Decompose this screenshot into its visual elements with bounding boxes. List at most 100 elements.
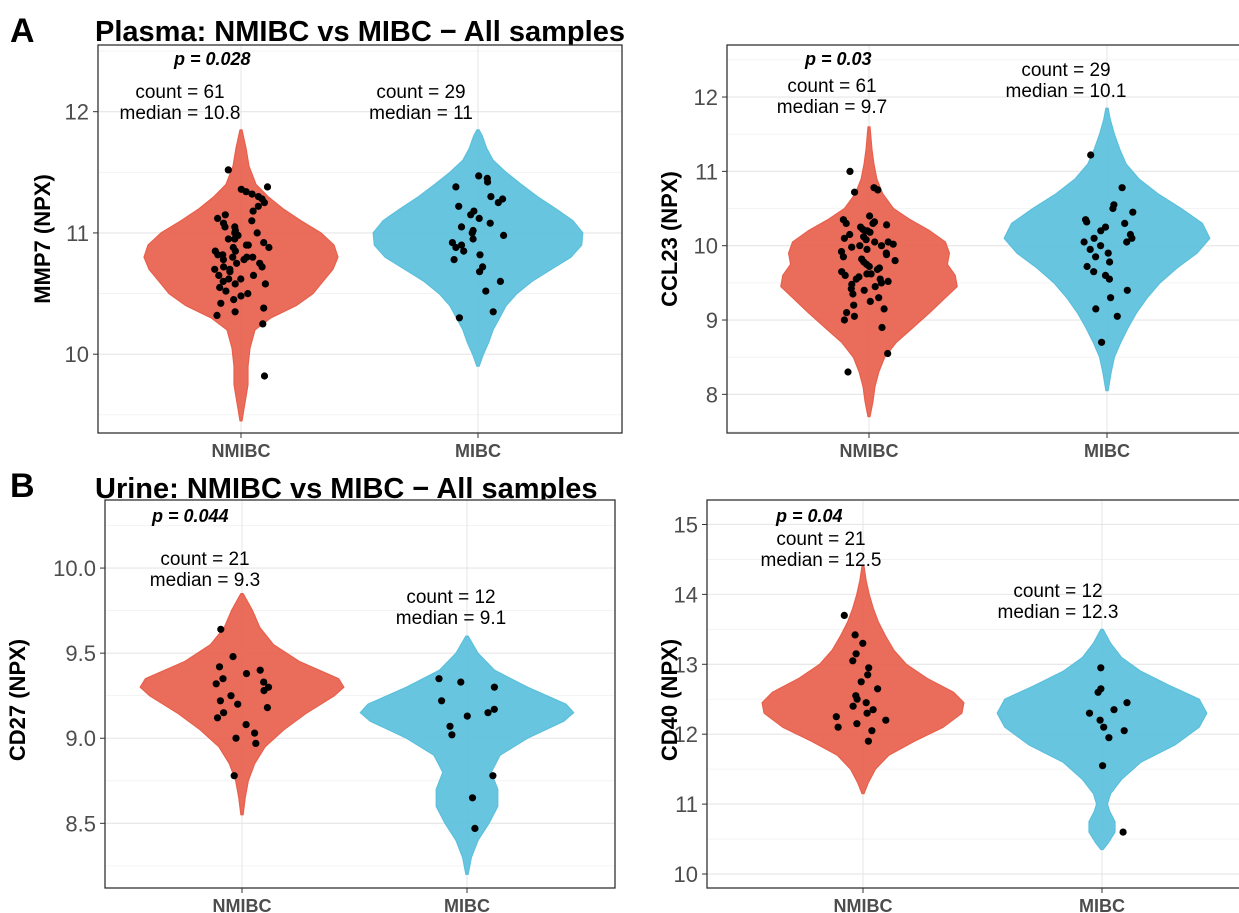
points [832, 611, 1131, 836]
data-point [851, 188, 859, 196]
data-point [1080, 238, 1088, 246]
y-tick-label: 10.0 [53, 556, 96, 581]
data-point [860, 286, 868, 294]
y-tick-label: 8.5 [65, 811, 96, 836]
data-point [230, 296, 238, 304]
p-value-label: p = 0.044 [151, 506, 229, 526]
data-point [834, 723, 842, 731]
count-label: count = 61 [787, 76, 876, 97]
data-point [846, 230, 854, 239]
data-point [882, 716, 890, 724]
data-point [848, 243, 856, 251]
data-point [215, 271, 223, 279]
x-tick-label: NMIBC [834, 896, 893, 913]
data-point [225, 275, 233, 283]
x-ticks: NMIBC MIBC [840, 433, 1130, 461]
data-point [237, 185, 245, 193]
data-point [468, 794, 477, 802]
data-point [249, 253, 257, 261]
data-point [216, 697, 224, 705]
data-point [249, 271, 258, 279]
y-tick-label: 12 [65, 100, 89, 125]
data-point [832, 713, 840, 721]
data-point [212, 680, 220, 688]
data-point [483, 174, 491, 182]
data-point [219, 675, 227, 683]
data-point [852, 692, 860, 700]
violin-mibc [372, 129, 584, 367]
data-point [868, 727, 876, 735]
data-point [244, 290, 252, 298]
data-point [229, 243, 237, 252]
data-point [891, 257, 899, 265]
median-label: median = 9.1 [396, 608, 506, 629]
data-point [1092, 305, 1100, 313]
data-point [1123, 286, 1131, 294]
data-point [870, 218, 879, 226]
panel-border [706, 499, 1239, 889]
count-label: count = 29 [376, 82, 465, 103]
data-point [880, 305, 888, 313]
data-point [878, 323, 886, 332]
data-point [242, 721, 250, 729]
data-point [838, 268, 846, 276]
data-point [883, 221, 891, 229]
data-point [858, 255, 866, 263]
data-point [866, 297, 874, 305]
points [211, 166, 508, 380]
data-point [237, 292, 245, 300]
data-point [1086, 245, 1094, 253]
x-ticks: NMIBC MIBC [212, 433, 501, 461]
data-point [219, 219, 228, 227]
count-label: count = 12 [1013, 581, 1102, 602]
data-point [213, 311, 221, 319]
data-point [256, 259, 264, 267]
data-point [254, 193, 262, 201]
data-point [224, 166, 232, 174]
data-point [844, 368, 852, 376]
data-point [219, 277, 227, 285]
data-point [877, 242, 886, 250]
median-label: median = 10.1 [1006, 81, 1127, 102]
data-point [849, 702, 857, 710]
data-point [224, 235, 232, 243]
data-point [261, 280, 269, 288]
data-point [211, 265, 219, 273]
data-point [438, 697, 446, 705]
data-point [1119, 828, 1127, 836]
data-point [260, 304, 268, 312]
data-point [490, 683, 498, 691]
data-point [1104, 249, 1112, 257]
data-point [470, 207, 478, 215]
y-tick-label: 9.0 [65, 726, 96, 751]
x-tick-label: NMIBC [213, 896, 272, 913]
panel-border [97, 44, 623, 434]
data-point [220, 709, 228, 717]
data-point [243, 253, 251, 261]
data-point [871, 238, 879, 246]
count-label: count = 21 [776, 529, 865, 550]
data-point [884, 349, 892, 358]
median-label: median = 11 [369, 103, 473, 124]
data-point [211, 247, 219, 255]
data-point [237, 275, 245, 283]
data-point [1085, 709, 1094, 717]
data-point [455, 202, 463, 210]
data-point [839, 216, 848, 224]
data-point [1100, 723, 1108, 731]
data-point [865, 664, 873, 672]
violins [143, 129, 584, 422]
median-label: median = 12.3 [998, 602, 1119, 623]
data-point [263, 183, 272, 191]
data-point [263, 704, 271, 712]
data-point [864, 737, 873, 745]
data-point [234, 700, 242, 708]
y-tick-label: 10 [694, 234, 718, 259]
data-point [253, 229, 261, 237]
data-point [227, 692, 235, 700]
y-tick-label: 11 [695, 159, 718, 184]
